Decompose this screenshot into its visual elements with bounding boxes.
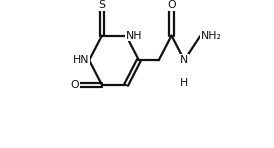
Text: H: H [180,78,189,88]
Text: NH₂: NH₂ [201,31,221,41]
Text: S: S [98,0,105,10]
Text: N: N [180,55,189,65]
Text: NH: NH [126,31,143,41]
Text: O: O [70,80,79,90]
Text: O: O [167,0,176,10]
Text: HN: HN [73,55,89,65]
